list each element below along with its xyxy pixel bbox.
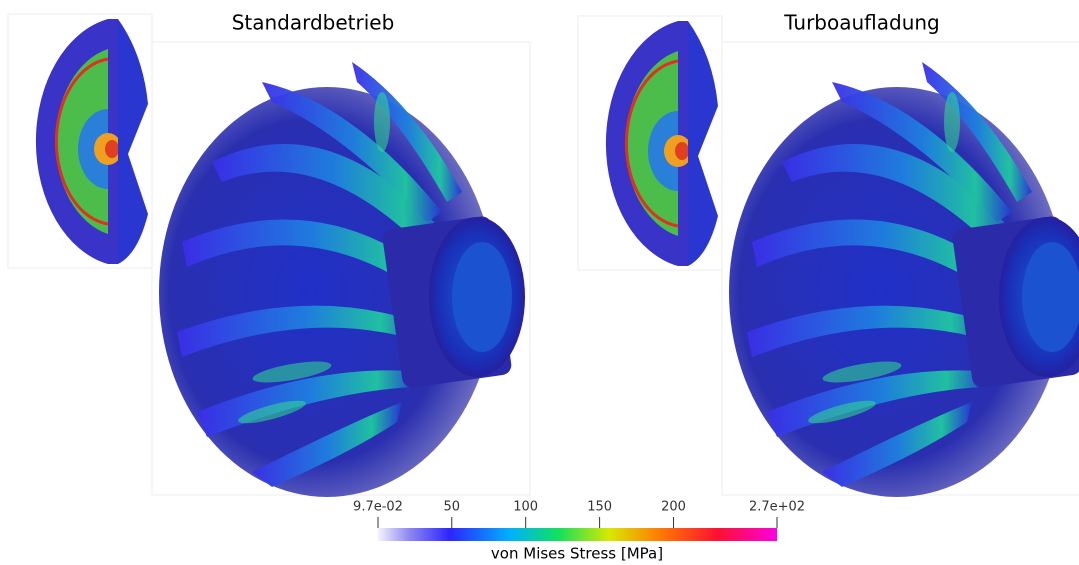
panel-title: Turboaufladung <box>783 11 940 35</box>
colorbar-tick-label: 200 <box>661 500 686 515</box>
impeller-render <box>722 42 1079 497</box>
colorbar-tick-label: 2.7e+02 <box>749 500 805 515</box>
impeller-section <box>578 16 722 270</box>
colorbar-tick-label: 50 <box>443 500 460 515</box>
figure: Standardbetrieb Turboaufladung von Mises… <box>0 0 1079 565</box>
panel-title: Standardbetrieb <box>232 11 395 35</box>
colorbar-title: von Mises Stress [MPa] <box>491 545 663 563</box>
colorbar-tick-label: 9.7e-02 <box>353 500 403 515</box>
figure-canvas: Standardbetrieb Turboaufladung von Mises… <box>0 0 1079 565</box>
impeller-render <box>152 42 530 497</box>
colorbar <box>378 528 777 541</box>
impeller-section <box>8 14 152 268</box>
colorbar-tick-label: 150 <box>587 500 612 515</box>
colorbar-tick-label: 100 <box>513 500 538 515</box>
